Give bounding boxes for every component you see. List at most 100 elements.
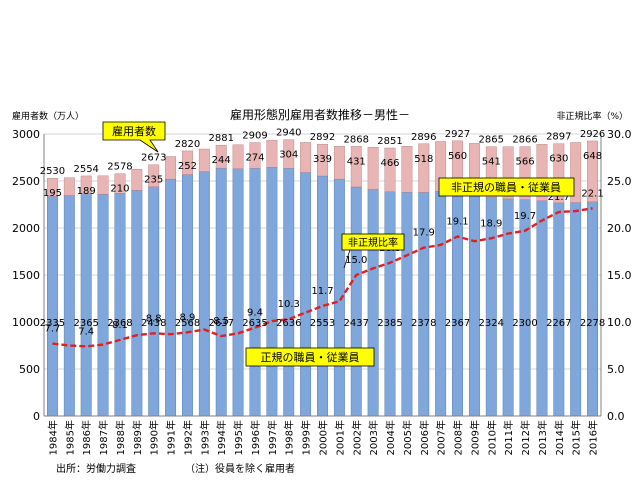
bar-regular	[47, 196, 58, 417]
total-label: 2909	[242, 131, 267, 142]
x-tick-label: 2004年	[384, 420, 397, 455]
x-tick-label: 2011年	[502, 420, 515, 455]
bar-nonregular	[384, 147, 396, 193]
ratio-label: 7.7	[44, 324, 60, 335]
nonregular-label: 566	[515, 157, 534, 168]
bar-regular	[435, 191, 447, 417]
x-tick-label: 1984年	[46, 420, 59, 455]
nonregular-label: 541	[482, 157, 501, 168]
bar-nonregular	[198, 148, 210, 172]
bar-regular	[536, 200, 548, 417]
bar-nonregular	[350, 146, 362, 188]
x-tick-label: 1985年	[63, 420, 76, 455]
nonregular-label: 648	[583, 151, 602, 162]
regular-label: 2438	[141, 318, 166, 329]
bar-regular	[553, 202, 565, 417]
y-tick-label-right: 15.0	[607, 269, 632, 282]
regular-label: 2437	[344, 318, 369, 329]
regular-label: 2636	[276, 318, 301, 329]
bar-nonregular	[63, 177, 75, 196]
x-tick-label: 1990年	[148, 420, 161, 455]
bar-regular	[249, 168, 261, 417]
nonregular-label: 431	[347, 156, 366, 167]
total-label: 2578	[107, 162, 132, 173]
nonregular-label: 210	[110, 184, 129, 195]
nonregular-label: 235	[144, 175, 163, 186]
y-tick-label-left: 0	[33, 410, 40, 423]
nonregular-label: 195	[43, 188, 62, 199]
x-tick-label: 2010年	[485, 420, 498, 455]
x-tick-label: 1997年	[266, 420, 279, 455]
x-tick-label: 1987年	[97, 420, 110, 455]
bars	[47, 139, 598, 417]
regular-label: 2553	[310, 318, 335, 329]
callout-nonregular-label: 非正規の職員・従業員	[451, 180, 561, 194]
y-tick-label-left: 500	[19, 363, 40, 376]
regular-label: 2335	[40, 318, 65, 329]
bar-regular	[215, 167, 227, 417]
bar-regular	[63, 195, 75, 417]
ratio-label: 18.9	[480, 218, 502, 229]
bar-regular	[182, 174, 193, 417]
bar-regular	[502, 198, 514, 417]
total-label: 2896	[411, 132, 436, 143]
ratio-label: 17.9	[413, 228, 435, 239]
y-tick-label-left: 1500	[12, 269, 40, 282]
bar-nonregular	[418, 143, 430, 193]
callout-ratio-label: 非正規比率	[348, 236, 398, 249]
x-tick-label: 1999年	[300, 420, 313, 455]
x-tick-label: 1995年	[232, 420, 245, 455]
regular-label: 2378	[411, 318, 436, 329]
regular-label: 2367	[445, 318, 470, 329]
total-label: 2866	[512, 135, 537, 146]
y-tick-label-right: 30.0	[607, 128, 632, 141]
ratio-label: 21.7	[548, 192, 570, 203]
axes: 0 500 1000 1500 2000 2500 3000 0.0 5.0 10.0 15.0 20…	[12, 128, 632, 455]
x-tick-label: 1993年	[198, 420, 211, 455]
x-tick-label: 2003年	[367, 420, 380, 455]
total-label: 2927	[445, 129, 470, 140]
bar-nonregular	[553, 143, 565, 204]
ratio-label: 8.5	[213, 316, 229, 327]
x-tick-label: 2008年	[452, 420, 465, 455]
bar-nonregular	[519, 146, 531, 200]
ratio-label: 8.9	[180, 312, 196, 323]
nonregular-label: 304	[279, 150, 298, 161]
regular-label: 2365	[73, 318, 98, 329]
regular-label: 2324	[479, 318, 504, 329]
x-tick-label: 1996年	[249, 420, 262, 455]
x-tick-label: 2001年	[333, 420, 346, 455]
nonregular-label: 518	[414, 154, 433, 165]
y-axis-left-label: 雇用者数（万人）	[12, 110, 84, 122]
bar-nonregular	[47, 177, 58, 197]
bar-nonregular	[300, 142, 312, 173]
bar-regular	[350, 186, 362, 417]
data-labels: 2530 2554 2578 2673 2820 2881 2909 2940 2892 2868…	[40, 128, 606, 338]
nonregular-label: 630	[549, 154, 568, 165]
bar-regular	[367, 189, 379, 417]
bar-regular	[300, 172, 312, 417]
total-label: 2926	[580, 129, 605, 140]
regular-label: 2385	[377, 318, 402, 329]
callout-regular-label: 正規の職員・従業員	[261, 350, 360, 364]
bar-nonregular	[165, 156, 177, 180]
bar-regular	[165, 178, 177, 417]
x-tick-label: 1991年	[165, 420, 178, 455]
bar-nonregular	[232, 144, 244, 169]
nonregular-label: 466	[380, 158, 399, 169]
footer-note: （注）役員を除く雇用者	[185, 462, 295, 475]
bar-nonregular	[536, 144, 548, 201]
total-label: 2530	[40, 166, 65, 177]
bar-regular	[198, 171, 210, 417]
x-tick-label: 2002年	[350, 420, 363, 455]
bar-regular	[468, 194, 480, 417]
ratio-label: 7.4	[78, 326, 94, 337]
bar-nonregular	[317, 143, 328, 177]
y-tick-label-left: 2000	[12, 222, 40, 235]
nonregular-label: 244	[212, 155, 231, 166]
ratio-label: 8.1	[112, 320, 128, 331]
bar-regular	[232, 168, 244, 417]
bar-nonregular	[367, 146, 379, 190]
bar-nonregular	[587, 140, 598, 203]
